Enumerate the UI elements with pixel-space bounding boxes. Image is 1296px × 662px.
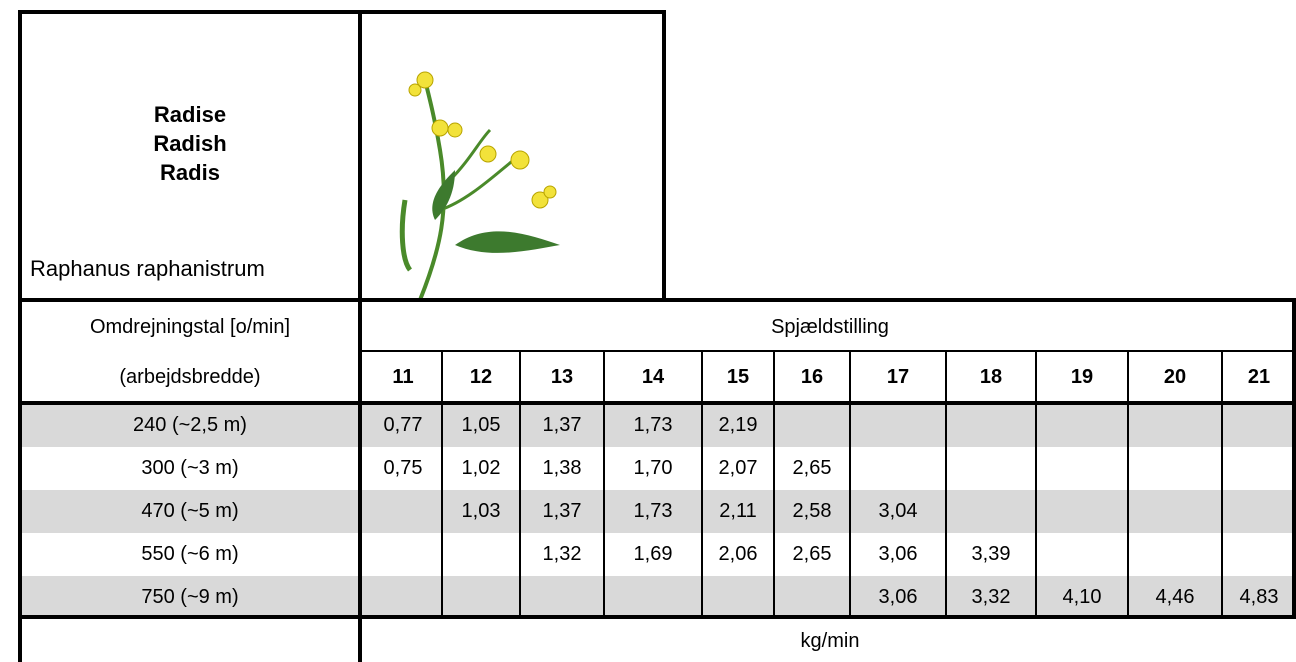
unit-label: kg/min	[364, 620, 1296, 662]
cell-value: 4,10	[1036, 576, 1128, 618]
cell-value: 2,11	[702, 490, 774, 533]
cell-value: 3,06	[850, 533, 946, 576]
column-label: 21	[1222, 352, 1296, 402]
cell-value: 1,02	[442, 447, 520, 490]
cell-value: 3,39	[946, 533, 1036, 576]
border	[662, 10, 666, 302]
border	[18, 401, 1296, 405]
cell-value: 1,38	[520, 447, 604, 490]
cell-value: 1,70	[604, 447, 702, 490]
cell-value: 1,73	[604, 404, 702, 447]
cell-divider	[603, 352, 605, 616]
column-label: 14	[604, 352, 702, 402]
column-label: 18	[946, 352, 1036, 402]
row-label: 300 (~3 m)	[20, 447, 360, 490]
cell-value: 2,07	[702, 447, 774, 490]
row-subheader: (arbejdsbredde)	[20, 352, 360, 402]
row-label: 750 (~9 m)	[20, 576, 360, 618]
row-label: 240 (~2,5 m)	[20, 404, 360, 447]
cell-value: 3,04	[850, 490, 946, 533]
column-label: 12	[442, 352, 520, 402]
cell-divider	[945, 352, 947, 616]
cell-value: 1,73	[604, 490, 702, 533]
plant-illustration	[380, 60, 580, 300]
cell-value: 0,77	[364, 404, 442, 447]
cell-value: 1,03	[442, 490, 520, 533]
cell-divider	[441, 352, 443, 616]
species-names: Radise Radish Radis	[20, 100, 360, 187]
cell-value: 0,75	[364, 447, 442, 490]
species-name: Radis	[20, 158, 360, 187]
border	[18, 10, 22, 662]
cell-value: 1,69	[604, 533, 702, 576]
cell-divider	[1127, 352, 1129, 616]
cell-value: 1,37	[520, 490, 604, 533]
cell-value: 1,05	[442, 404, 520, 447]
column-label: 17	[850, 352, 946, 402]
cell-value: 2,06	[702, 533, 774, 576]
column-label: 11	[364, 352, 442, 402]
column-label: 15	[702, 352, 774, 402]
latin-name: Raphanus raphanistrum	[30, 256, 265, 282]
cell-value: 1,37	[520, 404, 604, 447]
row-header: Omdrejningstal [o/min]	[20, 302, 360, 352]
cell-divider	[1221, 352, 1223, 616]
border	[18, 615, 1296, 619]
rule	[362, 350, 1296, 352]
column-label: 16	[774, 352, 850, 402]
border	[18, 298, 1296, 302]
border	[1292, 298, 1296, 618]
cell-value: 2,65	[774, 533, 850, 576]
page: Radise Radish Radis Raphanus raphanistru…	[0, 0, 1296, 662]
species-name: Radish	[20, 129, 360, 158]
column-header: Spjældstilling	[364, 302, 1296, 352]
border	[358, 10, 362, 662]
cell-divider	[519, 352, 521, 616]
row-label: 470 (~5 m)	[20, 490, 360, 533]
cell-value: 4,46	[1128, 576, 1222, 618]
cell-value: 3,06	[850, 576, 946, 618]
cell-divider	[701, 352, 703, 616]
species-name: Radise	[20, 100, 360, 129]
row-label: 550 (~6 m)	[20, 533, 360, 576]
cell-divider	[849, 352, 851, 616]
cell-value: 1,32	[520, 533, 604, 576]
border	[18, 10, 666, 14]
column-label: 13	[520, 352, 604, 402]
cell-value: 2,65	[774, 447, 850, 490]
cell-value: 4,83	[1222, 576, 1296, 618]
cell-divider	[1035, 352, 1037, 616]
cell-divider	[773, 352, 775, 616]
column-label: 20	[1128, 352, 1222, 402]
cell-value: 2,58	[774, 490, 850, 533]
cell-value: 2,19	[702, 404, 774, 447]
cell-value: 3,32	[946, 576, 1036, 618]
column-label: 19	[1036, 352, 1128, 402]
